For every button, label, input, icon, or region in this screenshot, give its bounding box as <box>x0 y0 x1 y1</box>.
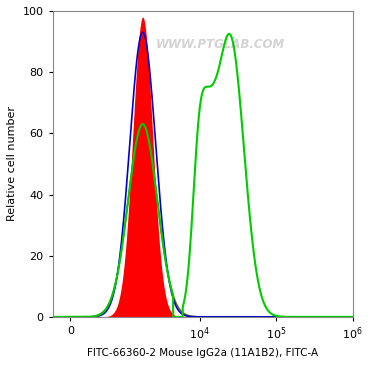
Text: WWW.PTGLAB.COM: WWW.PTGLAB.COM <box>156 38 285 51</box>
X-axis label: FITC-66360-2 Mouse IgG2a (11A1B2), FITC-A: FITC-66360-2 Mouse IgG2a (11A1B2), FITC-… <box>87 348 318 358</box>
Y-axis label: Relative cell number: Relative cell number <box>7 107 17 222</box>
